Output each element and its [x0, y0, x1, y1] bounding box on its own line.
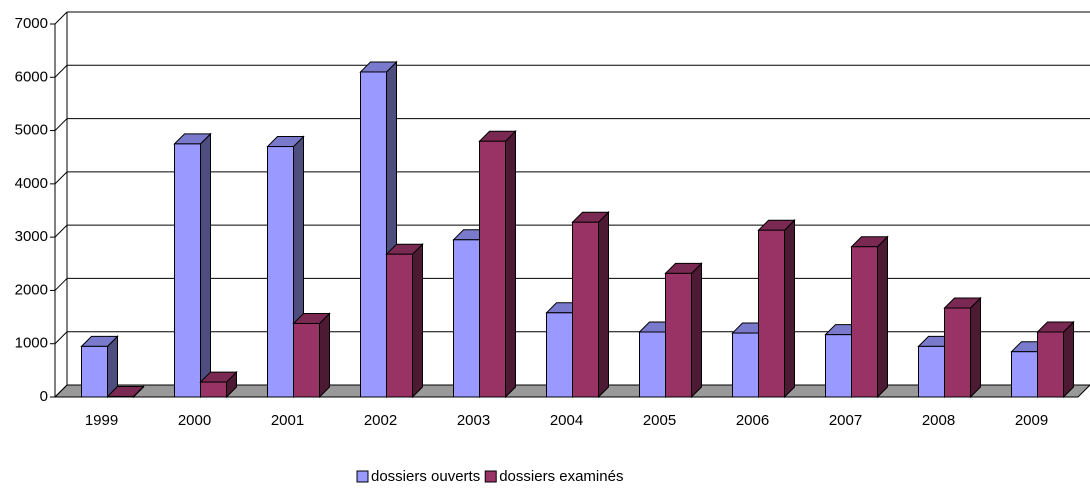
bar [1011, 351, 1038, 398]
legend-label: dossiers examinés [499, 468, 623, 485]
bar-side [200, 132, 211, 399]
y-tick-label: 6000 [15, 68, 48, 85]
bar-side [784, 219, 795, 399]
grid-line-side [54, 384, 68, 398]
bar [267, 146, 294, 398]
grid-line-side [54, 64, 68, 78]
bar [825, 334, 852, 398]
legend-swatch [356, 470, 369, 483]
grid-line-side [54, 118, 68, 131]
y-tick-label: 1000 [15, 335, 48, 352]
y-tick-label: 2000 [15, 281, 48, 298]
bar [81, 345, 108, 398]
bar-side [412, 242, 423, 399]
x-tick-label: 2000 [178, 412, 211, 429]
legend-label: dossiers ouverts [371, 468, 480, 485]
bar [572, 221, 599, 398]
y-tick-label: 5000 [15, 122, 48, 139]
bar-side [877, 235, 888, 399]
x-tick-label: 1999 [85, 412, 118, 429]
x-tick-label: 2002 [364, 412, 397, 429]
x-tick-label: 2008 [922, 412, 955, 429]
bar-side [319, 312, 330, 399]
bar-side [598, 211, 609, 399]
grid-line-side [54, 11, 68, 25]
grid-line-side [54, 224, 68, 238]
bar [360, 71, 387, 398]
x-tick-label: 2003 [457, 412, 490, 429]
bar [453, 239, 480, 398]
bar [386, 253, 413, 398]
bar [293, 322, 320, 398]
x-tick-label: 2007 [829, 412, 862, 429]
x-tick-label: 2006 [736, 412, 769, 429]
bar [1037, 331, 1064, 398]
bar [665, 272, 692, 398]
y-tick-label: 4000 [15, 175, 48, 192]
bar [732, 332, 759, 398]
bar [944, 307, 971, 398]
bar [758, 229, 785, 398]
grid-line-side [54, 331, 68, 345]
bar [918, 345, 945, 398]
bar-side [691, 262, 702, 399]
x-tick-label: 2005 [643, 412, 676, 429]
bar [174, 143, 201, 398]
x-tick-label: 2001 [271, 412, 304, 429]
y-tick-label: 0 [40, 388, 48, 405]
bar-side [505, 130, 516, 399]
bar [639, 331, 666, 398]
legend-swatch [484, 470, 497, 483]
x-tick-label: 2004 [550, 412, 583, 429]
bar [107, 395, 134, 398]
bar-side [970, 296, 981, 399]
bar-side [1063, 320, 1074, 399]
x-tick-label: 2009 [1015, 412, 1048, 429]
y-tick-label: 7000 [15, 15, 48, 32]
grid-line-side [54, 171, 68, 185]
bar [851, 246, 878, 398]
bar [546, 312, 573, 398]
bar [479, 140, 506, 398]
bar [200, 381, 227, 398]
y-tick-label: 3000 [15, 228, 48, 245]
grid-line-side [54, 278, 68, 291]
